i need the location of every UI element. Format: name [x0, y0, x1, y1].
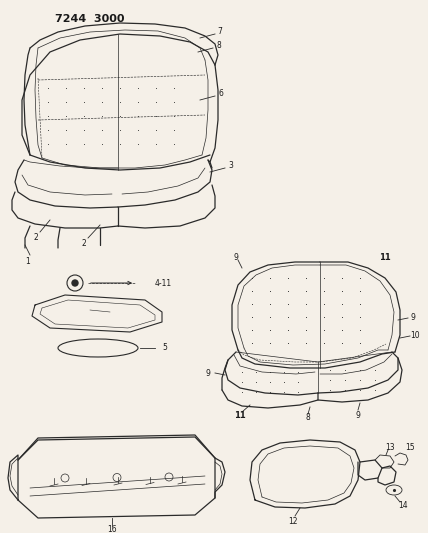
Text: 4-11: 4-11: [155, 279, 172, 287]
Text: 9: 9: [356, 410, 360, 419]
Text: 1: 1: [26, 257, 30, 266]
Text: 7244  3000: 7244 3000: [55, 14, 125, 24]
Text: 9: 9: [234, 253, 238, 262]
Text: 7: 7: [217, 28, 223, 36]
Text: 8: 8: [217, 42, 221, 51]
Text: 2: 2: [34, 233, 39, 243]
Text: 6: 6: [219, 90, 223, 99]
Text: 3: 3: [229, 161, 233, 171]
Circle shape: [72, 280, 78, 286]
Text: 15: 15: [405, 442, 415, 451]
Text: 11: 11: [379, 254, 391, 262]
Text: 14: 14: [398, 502, 408, 511]
Text: 16: 16: [107, 526, 117, 533]
Text: 2: 2: [82, 239, 86, 248]
Text: 13: 13: [385, 442, 395, 451]
Text: 8: 8: [306, 414, 310, 423]
Text: 11: 11: [234, 411, 246, 421]
Text: 9: 9: [205, 368, 210, 377]
Text: 10: 10: [410, 332, 420, 341]
Text: 9: 9: [410, 313, 416, 322]
Text: 5: 5: [162, 343, 167, 352]
Text: 12: 12: [288, 516, 298, 526]
